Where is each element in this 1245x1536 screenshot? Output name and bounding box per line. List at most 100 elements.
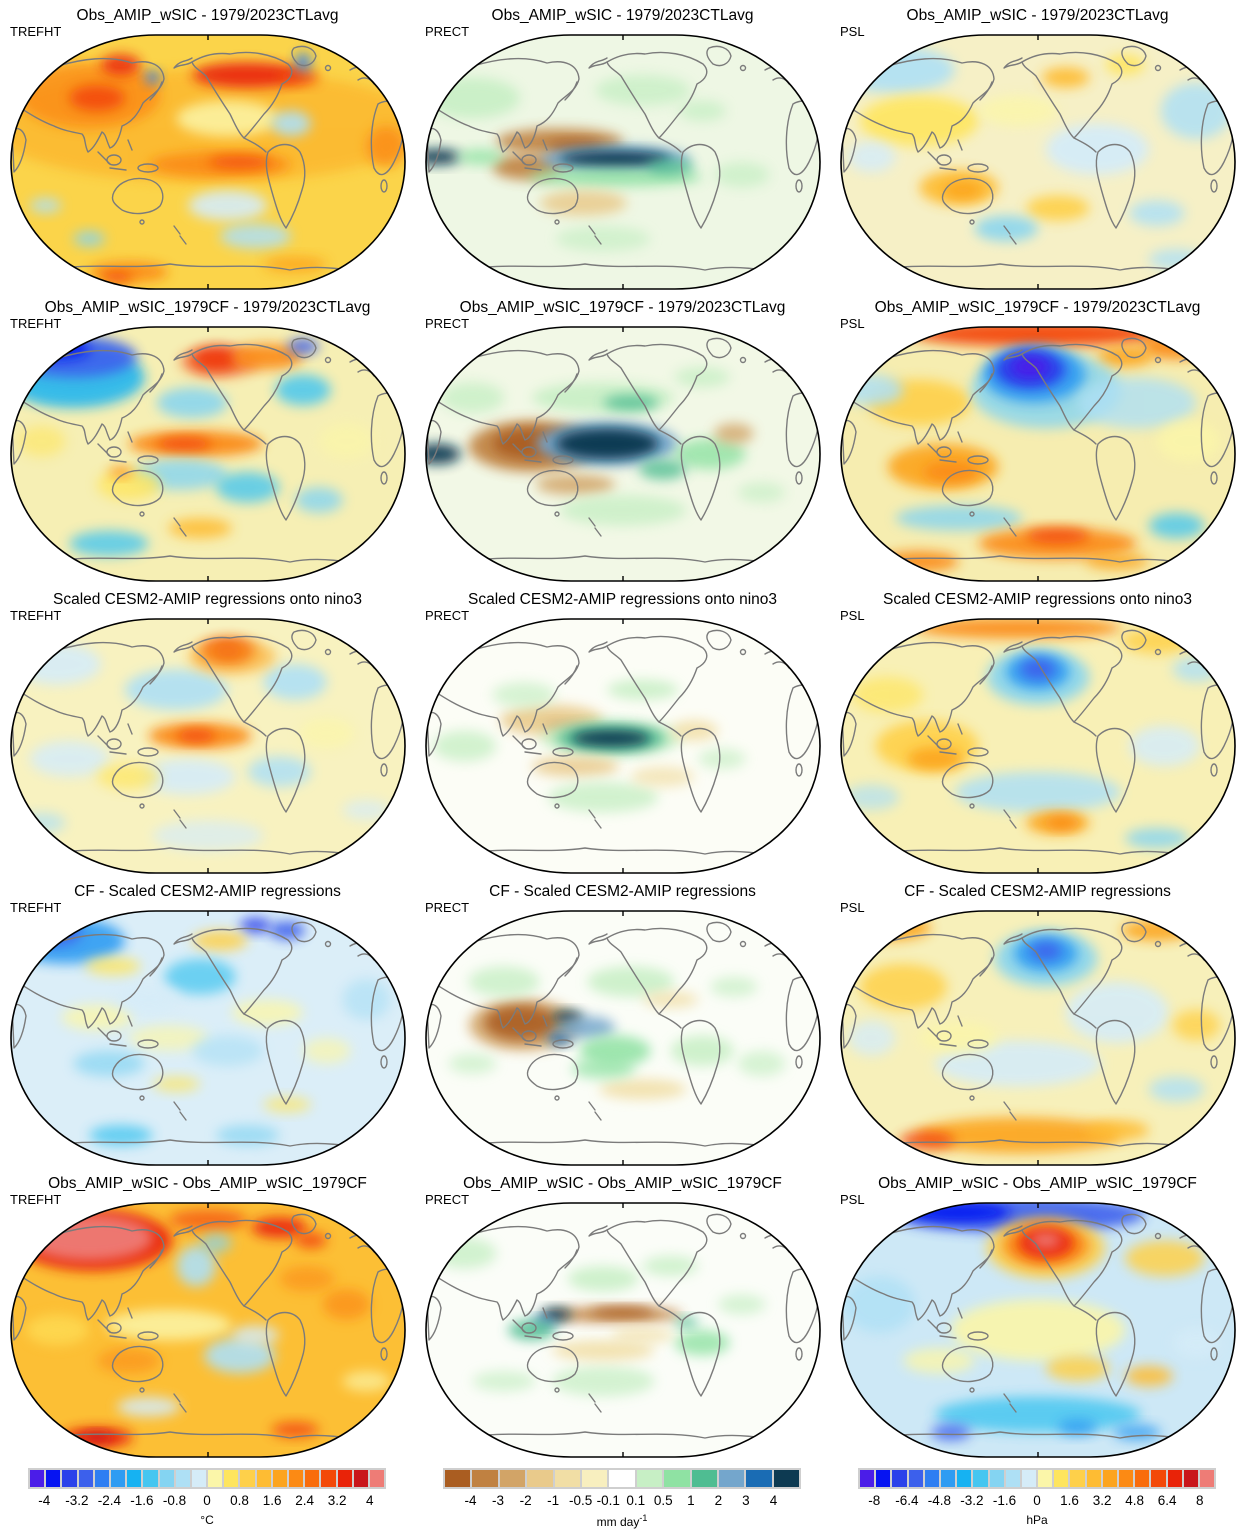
tick-label: 6.4 <box>1157 1493 1177 1508</box>
world-map <box>425 910 821 1166</box>
colorbar-segment <box>1199 1470 1215 1487</box>
colorbar-segment <box>1167 1470 1182 1487</box>
tick-label: -3 <box>492 1493 505 1508</box>
colorbar-segment <box>159 1470 174 1487</box>
tick-label: 1.6 <box>262 1493 282 1508</box>
world-map <box>425 34 821 290</box>
colorbar-segment <box>773 1470 800 1487</box>
colorbar-segment <box>256 1470 271 1487</box>
panel-r2c2: Obs_AMIP_wSIC_1979CF - 1979/2023CTLavg PR… <box>415 292 830 584</box>
panel-r1c1: Obs_AMIP_wSIC - 1979/2023CTLavg TREFHT <box>0 0 415 292</box>
colorbar-strip <box>28 1468 386 1489</box>
colorbar-segment <box>110 1470 126 1487</box>
colorbar-ticks: -4 -3.2 -2.4 -1.6 -0.8 0 0.8 1.6 2.4 3.2 4 <box>28 1493 386 1509</box>
colorbar-segment <box>353 1470 368 1487</box>
colorbar-segment <box>321 1470 336 1487</box>
unit-label: °C <box>28 1513 386 1527</box>
colorbar-segment <box>1119 1470 1134 1487</box>
tick-label: -4.8 <box>927 1493 951 1508</box>
colorbar-segment <box>892 1470 907 1487</box>
colorbar-segment <box>1183 1470 1198 1487</box>
colorbar-segment <box>337 1470 352 1487</box>
tick-label: -1 <box>547 1493 560 1508</box>
panel-r4c3: CF - Scaled CESM2-AMIP regressions PSL <box>830 876 1245 1168</box>
colorbar-segment <box>908 1470 923 1487</box>
colorbar-ticks: -8 -6.4 -4.8 -3.2 -1.6 0 1.6 3.2 4.8 6.4 8 <box>858 1493 1216 1509</box>
unit-label: hPa <box>858 1513 1216 1527</box>
world-map <box>10 34 406 290</box>
colorbar-segment <box>94 1470 109 1487</box>
colorbar-segment <box>1070 1470 1085 1487</box>
colorbar-segment <box>191 1470 207 1487</box>
colorbar-segment <box>664 1470 690 1487</box>
tick-label: -0.5 <box>569 1493 593 1508</box>
tick-label: 0.1 <box>626 1493 646 1508</box>
tick-label: -8 <box>868 1493 881 1508</box>
colorbar-strip <box>858 1468 1216 1489</box>
colorbar-segment <box>30 1470 45 1487</box>
unit-exponent: -1 <box>639 1513 648 1523</box>
panel-title: Obs_AMIP_wSIC_1979CF - 1979/2023CTLavg <box>44 299 371 316</box>
tick-label: 0.5 <box>653 1493 673 1508</box>
unit-label: mm day-1 <box>443 1513 801 1529</box>
variable-label: PSL <box>840 900 865 915</box>
figure-grid: Obs_AMIP_wSIC - 1979/2023CTLavg TREFHT Obs… <box>0 0 1245 1460</box>
world-map <box>425 326 821 582</box>
unit-text: °C <box>200 1513 214 1527</box>
panel-title: Scaled CESM2-AMIP regressions onto nino3 <box>882 591 1192 608</box>
tick-label: -1.6 <box>992 1493 1017 1508</box>
colorbar-segment <box>1086 1470 1101 1487</box>
tick-label: 1.6 <box>1060 1493 1079 1508</box>
colorbar-segment <box>554 1470 580 1487</box>
colorbar-segment <box>143 1470 158 1487</box>
colorbar-segment <box>78 1470 93 1487</box>
colorbar-segment <box>691 1470 717 1487</box>
colorbar-segment <box>208 1470 223 1487</box>
panel-r1c3: Obs_AMIP_wSIC - 1979/2023CTLavg PSL <box>830 0 1245 292</box>
world-map <box>10 326 406 582</box>
variable-label: TREFHT <box>10 316 62 331</box>
colorbar-segment <box>499 1470 526 1487</box>
tick-label: 2.4 <box>295 1493 315 1508</box>
panel-title: Scaled CESM2-AMIP regressions onto nino3 <box>52 591 362 608</box>
tick-label: 8 <box>1195 1493 1204 1508</box>
panel-r4c1: CF - Scaled CESM2-AMIP regressions TREFHT <box>0 876 415 1168</box>
tick-label: 4.8 <box>1125 1493 1145 1508</box>
colorbar-segment <box>746 1470 772 1487</box>
world-map <box>840 326 1236 582</box>
colorbar-trefht: -4 -3.2 -2.4 -1.6 -0.8 0 0.8 1.6 2.4 3.2 4 °C <box>0 1466 415 1536</box>
panel-r2c1: Obs_AMIP_wSIC_1979CF - 1979/2023CTLavg TR… <box>0 292 415 584</box>
colorbar-segment <box>175 1470 190 1487</box>
colorbar-segment <box>62 1470 77 1487</box>
colorbar-segment <box>957 1470 972 1487</box>
world-map <box>10 910 406 1166</box>
colorbar-segment <box>636 1470 663 1487</box>
tick-label: 3.2 <box>1092 1493 1112 1508</box>
panel-title: Scaled CESM2-AMIP regressions onto nino3 <box>467 591 777 608</box>
panel-r3c3: Scaled CESM2-AMIP regressions onto nino3… <box>830 584 1245 876</box>
panel-title: Obs_AMIP_wSIC - 1979/2023CTLavg <box>491 7 754 24</box>
colorbar-segment <box>1135 1470 1150 1487</box>
colorbar-row: -4 -3.2 -2.4 -1.6 -0.8 0 0.8 1.6 2.4 3.2 4 °C -4 -3 -2… <box>0 1466 1245 1536</box>
colorbar-segment <box>924 1470 939 1487</box>
variable-label: PRECT <box>425 608 470 623</box>
panel-r5c3: Obs_AMIP_wSIC - Obs_AMIP_wSIC_1979CF PSL <box>830 1168 1245 1460</box>
colorbar-segment <box>1038 1470 1053 1487</box>
variable-label: TREFHT <box>10 900 62 915</box>
colorbar-segment <box>1151 1470 1166 1487</box>
colorbar-segment <box>445 1470 471 1487</box>
tick-label: 4 <box>365 1493 374 1508</box>
tick-label: -2.4 <box>97 1493 121 1508</box>
panel-title: Obs_AMIP_wSIC_1979CF - 1979/2023CTLavg <box>459 299 786 316</box>
colorbar-segment <box>876 1470 891 1487</box>
world-map <box>840 34 1236 290</box>
panel-title: Obs_AMIP_wSIC - 1979/2023CTLavg <box>76 7 339 24</box>
tick-label: 3.2 <box>327 1493 347 1508</box>
variable-label: TREFHT <box>10 608 62 623</box>
variable-label: PRECT <box>425 24 470 39</box>
colorbar-segment <box>305 1470 320 1487</box>
panel-title: Obs_AMIP_wSIC - Obs_AMIP_wSIC_1979CF <box>463 1175 782 1192</box>
variable-label: PSL <box>840 24 865 39</box>
tick-label: -1.6 <box>130 1493 154 1508</box>
world-map <box>425 1202 821 1458</box>
